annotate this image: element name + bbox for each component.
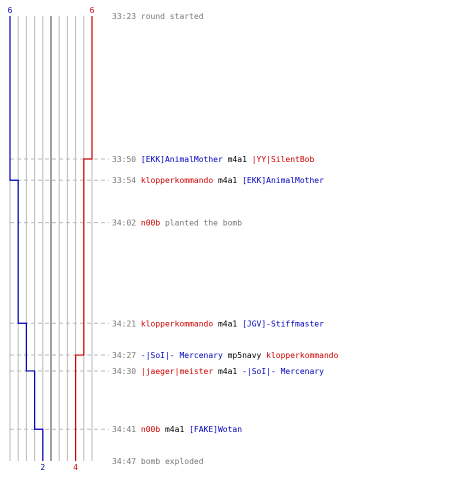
event-row: 33:54 klopperkommando m4a1 [EKK]AnimalMo…	[112, 176, 324, 185]
grid	[9, 16, 93, 461]
event-text: klopperkommando	[141, 319, 213, 328]
event-row: 34:47 bomb exploded	[112, 457, 204, 466]
team-end-count: 4	[73, 463, 78, 472]
event-text: [EKK]AnimalMother	[141, 155, 223, 164]
event-row: 34:21 klopperkommando m4a1 [JGV]-Stiffma…	[112, 319, 324, 328]
event-time: 33:23	[112, 12, 141, 21]
event-text: [FAKE]Wotan	[189, 425, 242, 434]
event-text: bomb exploded	[141, 457, 204, 466]
event-text: m4a1	[223, 155, 252, 164]
team-end-count: 2	[40, 463, 45, 472]
event-text: klopperkommando	[266, 351, 338, 360]
event-time: 34:21	[112, 319, 141, 328]
event-row: 34:27 -|SoI|- Mercenary mp5navy klopperk…	[112, 351, 339, 360]
team-lines	[9, 16, 93, 461]
event-time: 34:41	[112, 425, 141, 434]
event-time: 34:30	[112, 367, 141, 376]
event-time: 34:27	[112, 351, 141, 360]
event-time: 33:50	[112, 155, 141, 164]
event-text: [JGV]-Stiffmaster	[242, 319, 324, 328]
team-line-left	[9, 16, 44, 461]
event-text: mp5navy	[223, 351, 266, 360]
event-time: 34:47	[112, 457, 141, 466]
event-text: -|SoI|- Mercenary	[141, 351, 223, 360]
event-text: n00b	[141, 219, 160, 228]
team-start-count: 6	[90, 6, 95, 15]
event-row: 34:41 n00b m4a1 [FAKE]Wotan	[112, 425, 242, 434]
event-time: 34:02	[112, 219, 141, 228]
team-line-right	[75, 16, 93, 461]
event-row: 33:23 round started	[112, 12, 204, 21]
event-text: klopperkommando	[141, 176, 213, 185]
event-text: m4a1	[160, 425, 189, 434]
team-start-count: 6	[8, 6, 13, 15]
event-text: [EKK]AnimalMother	[242, 176, 324, 185]
event-text: n00b	[141, 425, 160, 434]
event-text: m4a1	[213, 367, 242, 376]
event-row: 34:02 n00b planted the bomb	[112, 219, 242, 228]
event-text: |YY|SilentBob	[252, 155, 315, 164]
event-text: m4a1	[213, 319, 242, 328]
count-labels: 6 2 6 4	[8, 6, 95, 472]
event-text: -|SoI|- Mercenary	[242, 367, 324, 376]
event-text: m4a1	[213, 176, 242, 185]
event-row: 33:50 [EKK]AnimalMother m4a1 |YY|SilentB…	[112, 155, 315, 164]
event-text: planted the bomb	[160, 219, 242, 228]
event-text: round started	[141, 12, 204, 21]
event-row: 34:30 |jaeger|meister m4a1 -|SoI|- Merce…	[112, 367, 324, 376]
event-time: 33:54	[112, 176, 141, 185]
event-text: |jaeger|meister	[141, 367, 213, 376]
event-list: 33:23 round started 33:50 [EKK]AnimalMoth…	[10, 12, 339, 466]
